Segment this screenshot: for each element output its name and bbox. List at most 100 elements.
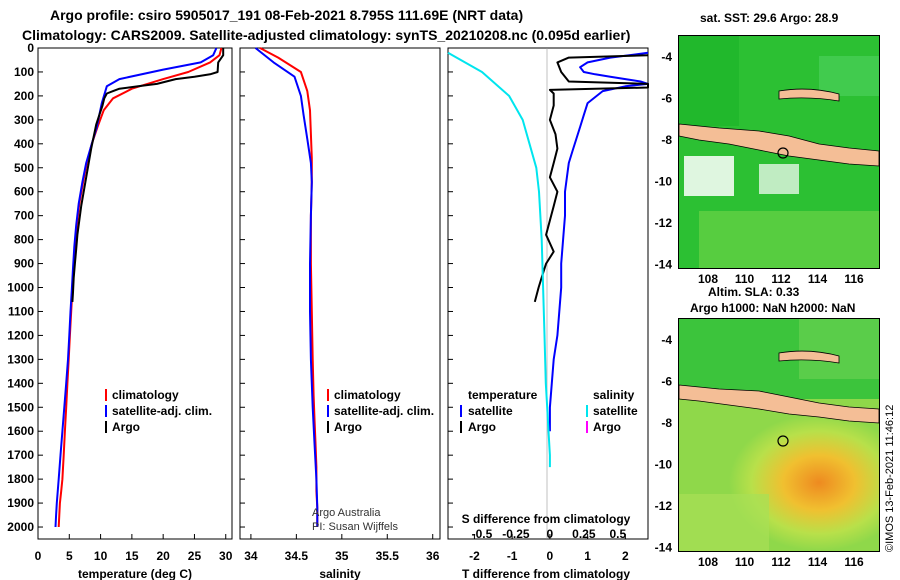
s-difference-label: S difference from climatology: [462, 512, 631, 526]
depth-tick-label: 1300: [7, 352, 34, 366]
map-lon-label: 108: [698, 555, 718, 569]
credit-argo-australia: Argo Australia: [312, 507, 381, 519]
legend-argo: Argo: [112, 420, 140, 434]
x-tick-label: 36: [426, 549, 440, 563]
sal-legend-argo: Argo: [334, 420, 362, 434]
sla-map-canvas: [679, 319, 879, 551]
sla-map-subtitle: Argo h1000: NaN h2000: NaN: [690, 301, 856, 315]
x-tick-label: 20: [156, 549, 170, 563]
series-line-climatology: [57, 47, 223, 528]
depth-tick-label: 1900: [7, 496, 34, 510]
imos-credit: ©IMOS 13-Feb-2021 11:46:12: [884, 404, 896, 552]
depth-tick-label: 400: [14, 137, 34, 151]
series-line-argo: [71, 48, 225, 302]
credit-pi: PI: Susan Wijffels: [312, 521, 398, 533]
depth-tick-label: 0: [27, 41, 34, 55]
depth-tick-label: 800: [14, 233, 34, 247]
map-lon-label: 116: [844, 272, 864, 286]
salinity-x-axis: 34 34.5 35 35.5 36: [244, 534, 440, 563]
depth-axis: 0 100 200 300 400 500 600 700 800 900 1000 1100 1200…: [7, 41, 453, 534]
plot-title-line2: Climatology: CARS2009. Satellite-adjuste…: [22, 27, 631, 43]
series-line-temperature-satellite: [548, 51, 649, 432]
map-lon-label: 116: [844, 555, 864, 569]
sst-map-canvas: [679, 36, 879, 268]
salinity-xlabel: salinity: [319, 567, 361, 580]
series-line-satellite-adj-clim-: [254, 47, 319, 527]
profile-lines: [54, 47, 649, 528]
argo-position-marker: [777, 147, 789, 159]
depth-tick-label: 1200: [7, 328, 34, 342]
depth-tick-label: 1600: [7, 424, 34, 438]
difference-xlabel: T difference from climatology: [462, 567, 630, 580]
map-lon-label: 114: [808, 555, 828, 569]
difference-x-axis: -2 -1 0 1 2: [469, 534, 629, 563]
difference-panel-frame: [447, 47, 649, 540]
depth-tick-label: 1500: [7, 400, 34, 414]
sal-legend-climatology: climatology: [334, 388, 401, 402]
legend-salinity-title: salinity: [593, 388, 635, 402]
depth-tick-label: 700: [14, 209, 34, 223]
x-tick-label: 35.5: [376, 549, 400, 563]
sla-map-title: Altim. SLA: 0.33: [708, 285, 800, 299]
x-tick-label: -1: [507, 549, 518, 563]
x-tick-label: 2: [622, 549, 629, 563]
salinity-legend: climatology satellite-adj. clim. Argo Ar…: [312, 388, 434, 533]
depth-tick-label: 1400: [7, 376, 34, 390]
diff-legend-sal-satellite: satellite: [593, 404, 638, 418]
depth-tick-label: 2000: [7, 520, 34, 534]
depth-tick-label: 1800: [7, 472, 34, 486]
depth-tick-label: 1100: [8, 304, 34, 318]
depth-tick-label: 200: [14, 89, 34, 103]
map-lon-label: 108: [698, 272, 718, 286]
sst-map: [678, 35, 880, 269]
diff-legend-temp-satellite: satellite: [468, 404, 513, 418]
x-tick-label: 34.5: [285, 549, 309, 563]
x-tick-label: 1: [584, 549, 591, 563]
series-line-satellite-adj-clim-: [54, 47, 218, 528]
map-lon-label: 110: [735, 555, 755, 569]
map-lon-label: 112: [771, 555, 791, 569]
x-tick-label: 25: [188, 549, 202, 563]
depth-tick-label: 500: [14, 161, 34, 175]
map-lon-label: 110: [735, 272, 755, 286]
legend-satellite: satellite-adj. clim.: [112, 404, 212, 418]
profile-charts: 0100200300400500600700800900100011001200…: [7, 41, 649, 580]
map-lon-label: 112: [771, 272, 791, 286]
s-tick-label: 0.5: [609, 527, 626, 541]
depth-tick-label: 900: [14, 257, 34, 271]
temperature-legend: climatology satellite-adj. clim. Argo: [105, 388, 212, 434]
depth-tick-label: 300: [14, 113, 34, 127]
diff-legend-temp-argo: Argo: [468, 420, 496, 434]
x-tick-label: 35: [335, 549, 349, 563]
x-tick-label: 30: [219, 549, 233, 563]
x-tick-label: 5: [66, 549, 73, 563]
sal-legend-satellite: satellite-adj. clim.: [334, 404, 434, 418]
salinity-panel-frame: [239, 47, 441, 540]
depth-tick-label: 600: [14, 185, 34, 199]
x-tick-label: -2: [469, 549, 480, 563]
map-lon-label: 114: [808, 272, 828, 286]
sla-argo-position-marker: [777, 435, 789, 447]
s-tick-label: 0: [547, 527, 554, 541]
legend-climatology: climatology: [112, 388, 179, 402]
series-line-temperature-argo: [533, 54, 649, 303]
plot-title-line1: Argo profile: csiro 5905017_191 08-Feb-2…: [50, 7, 524, 23]
x-tick-label: 15: [125, 549, 139, 563]
x-tick-label: 0: [35, 549, 42, 563]
depth-tick-label: 1700: [7, 448, 34, 462]
x-tick-label: 34: [244, 549, 258, 563]
s-tick-label: -0.5: [472, 527, 493, 541]
temperature-panel-frame: [37, 47, 233, 540]
s-tick-label: -0.25: [502, 527, 530, 541]
sla-map: [678, 318, 880, 552]
depth-tick-label: 1000: [7, 281, 34, 295]
series-line-salinity-satellite: [447, 51, 551, 468]
temperature-x-axis: 0 5 10 15 20 25 30: [35, 534, 233, 563]
series-line-climatology: [259, 47, 319, 527]
x-tick-label: 0: [547, 549, 554, 563]
difference-legend: temperature salinity satellite Argo sate…: [460, 388, 638, 434]
salinity-difference-axis: -0.5 -0.25 0 0.25 0.5: [472, 527, 627, 541]
s-tick-label: 0.25: [572, 527, 596, 541]
legend-temperature-title: temperature: [468, 388, 538, 402]
depth-tick-label: 100: [14, 65, 34, 79]
